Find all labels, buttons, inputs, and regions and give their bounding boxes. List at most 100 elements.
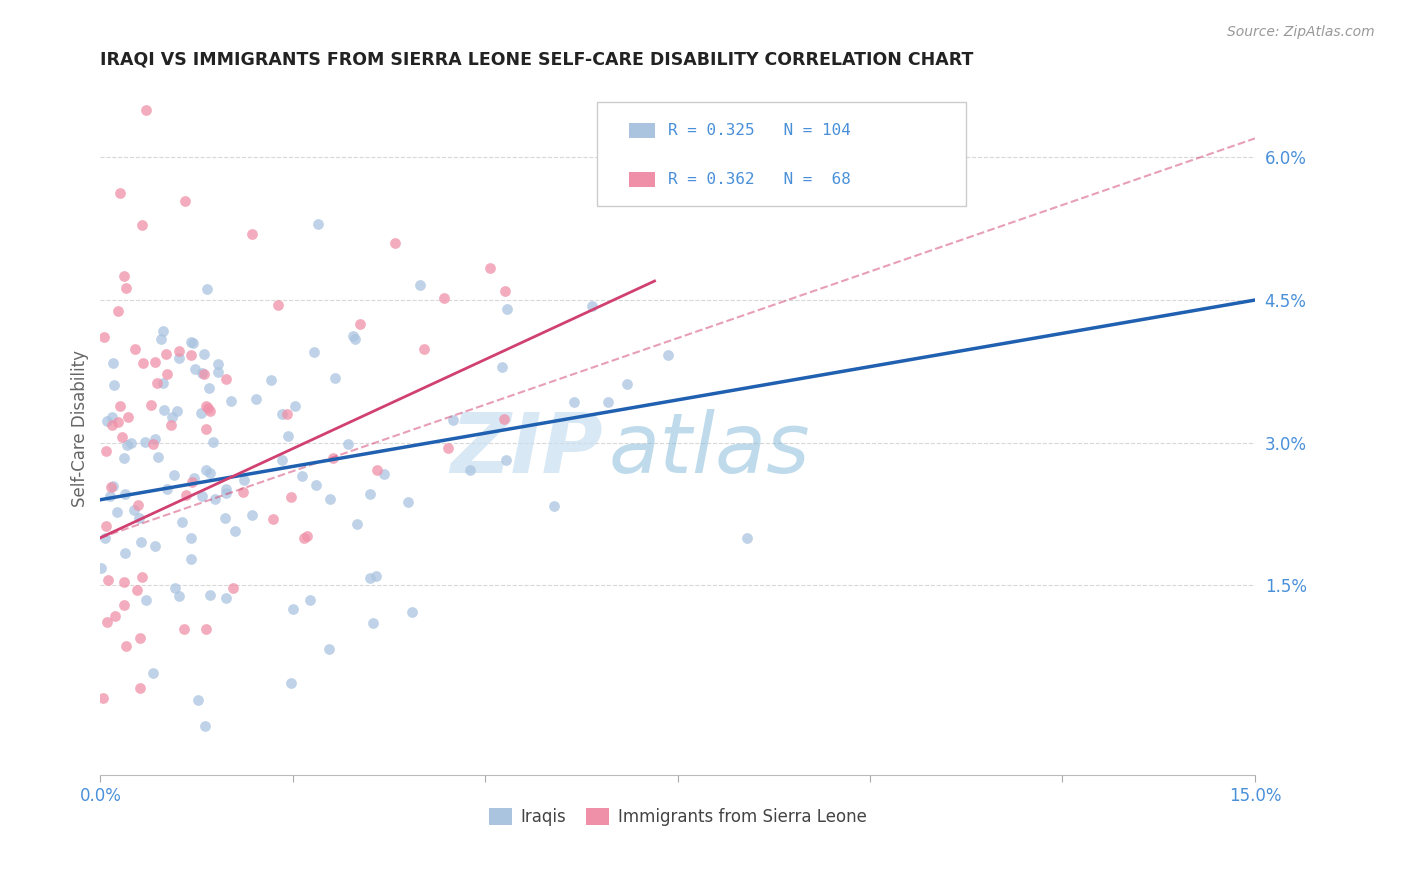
FancyBboxPatch shape <box>628 171 655 186</box>
Point <box>222 581 245 595</box>
Point <box>112 598 135 612</box>
Point <box>155 347 177 361</box>
Point <box>322 450 344 465</box>
FancyBboxPatch shape <box>596 103 966 206</box>
Point <box>127 498 149 512</box>
Point <box>101 417 124 432</box>
Point <box>204 491 226 506</box>
Point <box>114 546 136 560</box>
Point <box>169 343 191 358</box>
Point <box>337 437 360 451</box>
Point <box>581 299 603 313</box>
Point <box>122 503 145 517</box>
Text: R = 0.362   N =  68: R = 0.362 N = 68 <box>668 172 851 186</box>
Point <box>90 561 112 575</box>
Point <box>242 508 264 522</box>
Legend: Iraqis, Immigrants from Sierra Leone: Iraqis, Immigrants from Sierra Leone <box>482 802 873 833</box>
Point <box>245 392 267 407</box>
Point <box>100 479 122 493</box>
Point <box>111 430 134 444</box>
Point <box>292 532 315 546</box>
Point <box>242 227 264 242</box>
Point <box>131 219 153 233</box>
Point <box>156 482 179 496</box>
Point <box>128 511 150 525</box>
Point <box>413 342 436 356</box>
Point <box>183 471 205 485</box>
Point <box>141 398 163 412</box>
Point <box>125 582 148 597</box>
Point <box>91 691 114 706</box>
Point <box>98 489 121 503</box>
Point <box>114 281 136 295</box>
Point <box>280 490 302 504</box>
Point <box>180 552 202 566</box>
Point <box>195 282 218 296</box>
Point <box>159 418 181 433</box>
Point <box>284 399 307 413</box>
Point <box>93 330 115 344</box>
Point <box>131 570 153 584</box>
Point <box>94 444 117 458</box>
Point <box>101 409 124 424</box>
Point <box>543 500 565 514</box>
Point <box>142 665 165 680</box>
Point <box>129 535 152 549</box>
Point <box>735 532 758 546</box>
Point <box>657 348 679 362</box>
Point <box>496 301 519 316</box>
Point <box>146 450 169 465</box>
Point <box>291 468 314 483</box>
Point <box>174 488 197 502</box>
Point <box>115 639 138 653</box>
Point <box>153 403 176 417</box>
Point <box>231 485 253 500</box>
Point <box>152 324 174 338</box>
Point <box>233 473 256 487</box>
Point <box>108 399 131 413</box>
Point <box>193 346 215 360</box>
Point <box>224 524 246 538</box>
Point <box>107 304 129 318</box>
Point <box>280 676 302 690</box>
Point <box>364 569 387 583</box>
Point <box>156 367 179 381</box>
Point <box>200 466 222 480</box>
Point <box>207 365 229 379</box>
Point <box>143 433 166 447</box>
Point <box>112 575 135 590</box>
Point <box>260 373 283 387</box>
Point <box>107 415 129 429</box>
Point <box>207 357 229 371</box>
Text: atlas: atlas <box>609 409 810 490</box>
Point <box>201 434 224 449</box>
Point <box>318 492 340 507</box>
Point <box>165 581 187 595</box>
Point <box>134 434 156 449</box>
Point <box>304 478 326 492</box>
Point <box>173 622 195 636</box>
Point <box>215 591 238 606</box>
Text: IRAQI VS IMMIGRANTS FROM SIERRA LEONE SELF-CARE DISABILITY CORRELATION CHART: IRAQI VS IMMIGRANTS FROM SIERRA LEONE SE… <box>100 51 974 69</box>
Point <box>214 510 236 524</box>
Point <box>221 394 243 409</box>
Point <box>363 615 385 630</box>
Point <box>135 103 157 117</box>
Point <box>281 602 304 616</box>
Point <box>180 475 202 490</box>
Point <box>494 284 516 298</box>
Point <box>325 371 347 385</box>
Point <box>96 615 118 629</box>
Point <box>166 403 188 417</box>
Point <box>366 463 388 477</box>
Point <box>437 441 460 455</box>
Point <box>191 489 214 503</box>
Point <box>117 410 139 425</box>
Point <box>195 422 218 436</box>
Point <box>441 413 464 427</box>
Text: ZIP: ZIP <box>450 409 603 490</box>
Point <box>181 335 204 350</box>
Point <box>433 291 456 305</box>
Point <box>270 407 292 421</box>
Point <box>117 438 139 452</box>
